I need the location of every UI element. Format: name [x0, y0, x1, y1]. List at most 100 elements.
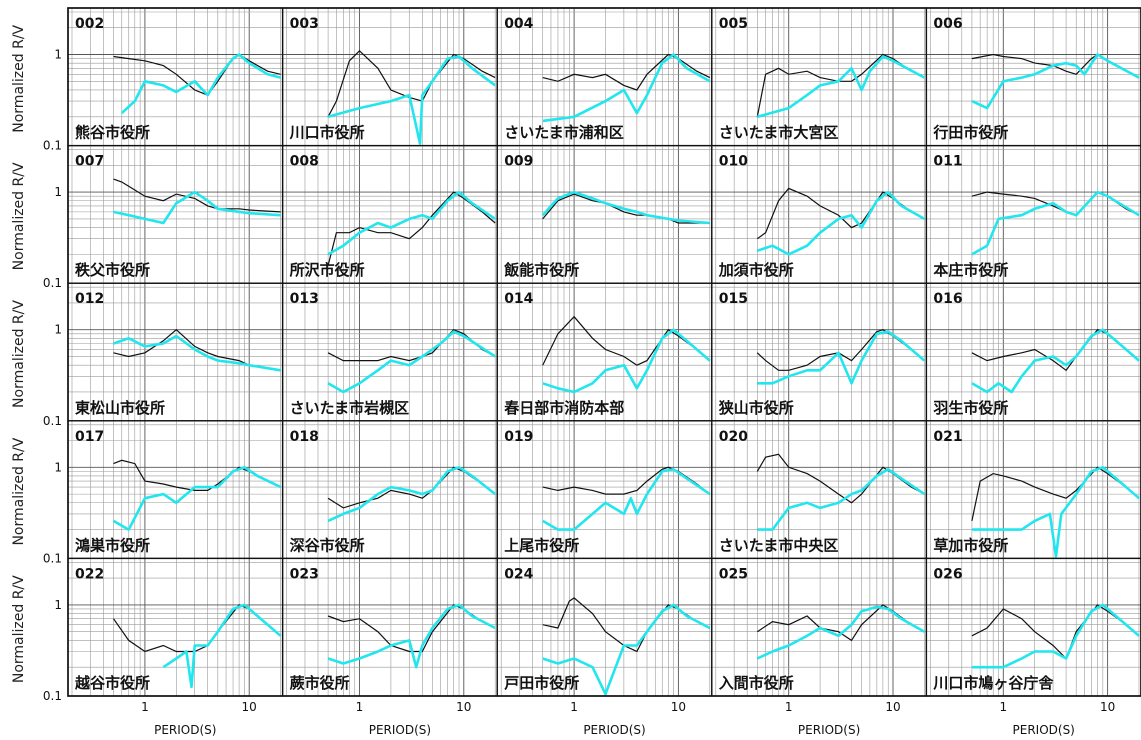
cyan-series-line: [328, 332, 495, 392]
y-tick-label: 1: [54, 598, 62, 612]
panel-code: 026: [933, 566, 962, 582]
panel-012: 012 東松山市役所: [68, 283, 283, 421]
black-series-line: [543, 55, 710, 91]
panel-site-name: 戸田市役所: [504, 674, 579, 692]
x-tick-label: 1: [785, 700, 793, 714]
panel-019: 019 上尾市役所: [497, 421, 712, 559]
x-axis-label: PERIOD(S): [583, 723, 645, 737]
panel-code: 017: [75, 429, 104, 445]
cyan-series-line: [757, 607, 924, 659]
panel-site-name: 草加市役所: [933, 536, 1008, 554]
panel-code: 009: [504, 154, 533, 170]
black-series-line: [114, 55, 281, 96]
panel-site-name: 熊谷市役所: [75, 124, 150, 142]
cyan-series-line: [328, 605, 495, 667]
panel-site-name: 鴻巣市役所: [75, 536, 150, 554]
y-axis-label: Normalized R/V: [11, 162, 27, 270]
x-tick-label: 1: [356, 700, 364, 714]
panel-code: 008: [290, 154, 319, 170]
panel-code: 018: [290, 429, 319, 445]
black-series-line: [114, 179, 281, 212]
panel-code: 005: [719, 16, 748, 32]
panel-site-name: 上尾市役所: [504, 536, 579, 554]
y-tick-label: 1: [54, 48, 62, 62]
panel-site-name: さいたま市大宮区: [719, 124, 839, 142]
black-series-line: [972, 330, 1139, 371]
x-tick-label: 10: [1100, 700, 1115, 714]
x-axis-label: PERIOD(S): [154, 723, 216, 737]
panel-022: 022 越谷市役所: [68, 558, 283, 696]
x-tick-label: 10: [456, 700, 471, 714]
panel-004: 004 さいたま市浦和区: [497, 8, 712, 146]
panel-code: 012: [75, 291, 104, 307]
panel-018: 018 深谷市役所: [283, 421, 498, 559]
y-tick-label: 0.1: [43, 414, 62, 428]
panel-014: 014 春日部市消防本部: [497, 283, 712, 421]
x-tick-label: 1: [141, 700, 149, 714]
panel-code: 019: [504, 429, 533, 445]
black-series-line: [757, 330, 924, 371]
panel-code: 002: [75, 16, 104, 32]
cyan-series-line: [757, 469, 924, 529]
panel-code: 022: [75, 566, 104, 582]
x-axis-label: PERIOD(S): [369, 723, 431, 737]
panel-site-name: 越谷市役所: [74, 674, 150, 692]
cyan-series-line: [972, 192, 1139, 254]
y-axis-label: Normalized R/V: [11, 437, 27, 545]
panel-010: 010 加須市役所: [712, 146, 927, 284]
panel-site-name: 川口市鳩ヶ谷庁舎: [932, 674, 1054, 692]
cyan-series-line: [163, 605, 280, 687]
panel-003: 003川口市役所: [283, 8, 498, 146]
panel-013: 013さいたま市岩槻区: [283, 283, 498, 421]
panel-code: 010: [719, 154, 748, 170]
panel-site-name: 川口市役所: [289, 124, 365, 142]
panel-code: 014: [504, 291, 533, 307]
y-tick-label: 1: [54, 323, 62, 337]
panel-026: 026 川口市鳩ヶ谷庁舎: [926, 558, 1141, 696]
panel-code: 023: [290, 566, 319, 582]
panel-code: 021: [933, 429, 962, 445]
cyan-series-line: [972, 605, 1139, 667]
panel-site-name: 春日部市消防本部: [504, 399, 624, 417]
cyan-series-line: [972, 330, 1139, 392]
panel-025: 025 入間市役所: [712, 558, 927, 696]
panel-code: 016: [933, 291, 962, 307]
cyan-series-line: [543, 469, 710, 529]
panel-code: 020: [719, 429, 748, 445]
panel-023: 023 蕨市役所: [283, 558, 498, 696]
panel-site-name: さいたま市浦和区: [504, 124, 624, 142]
panel-020: 020 さいたま市中央区: [712, 421, 927, 559]
panel-017: 017 鴻巣市役所: [68, 421, 283, 559]
panel-site-name: 羽生市役所: [933, 399, 1008, 417]
panel-015: 015 狭山市役所: [712, 283, 927, 421]
y-axis-label: Normalized R/V: [11, 300, 27, 408]
x-tick-label: 10: [671, 700, 686, 714]
y-tick-label: 1: [54, 460, 62, 474]
panel-site-name: 行田市役所: [932, 124, 1008, 142]
panel-code: 007: [75, 154, 104, 170]
panel-009: 009 飯能市役所: [497, 146, 712, 284]
x-tick-label: 10: [885, 700, 900, 714]
panel-site-name: 飯能市役所: [503, 261, 579, 279]
panel-code: 024: [504, 566, 533, 582]
x-tick-label: 1: [570, 700, 578, 714]
cyan-series-line: [757, 192, 924, 254]
y-tick-label: 1: [54, 185, 62, 199]
panel-site-name: 深谷市役所: [290, 536, 365, 554]
panel-site-name: 蕨市役所: [290, 674, 350, 692]
black-series-line: [543, 317, 710, 366]
cyan-series-line: [543, 55, 710, 121]
panel-site-name: 秩父市役所: [75, 261, 150, 279]
panel-007: 007 秩父市役所: [68, 146, 283, 284]
cyan-series-line: [114, 192, 281, 223]
panel-site-name: 本庄市役所: [933, 261, 1008, 279]
black-series-line: [328, 330, 495, 361]
panel-005: 005 さいたま市大宮区: [712, 8, 927, 146]
y-axis-label: Normalized R/V: [11, 575, 27, 683]
panel-site-name: 加須市役所: [718, 261, 794, 279]
panel-021: 021 草加市役所: [926, 421, 1141, 559]
x-axis-label: PERIOD(S): [798, 723, 860, 737]
y-axis-label: Normalized R/V: [11, 24, 27, 132]
panel-code: 006: [933, 16, 962, 32]
